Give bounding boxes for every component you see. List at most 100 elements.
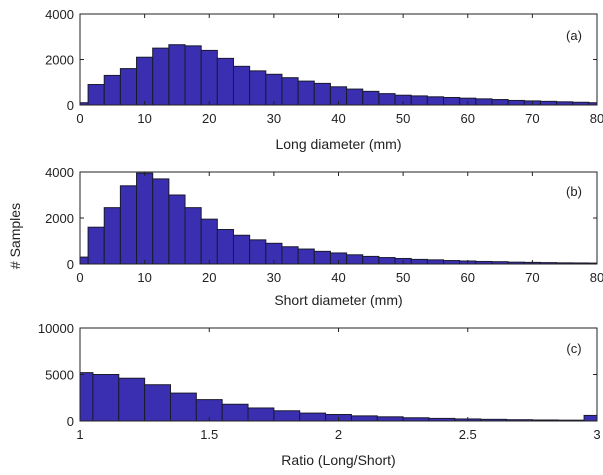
histogram-bar bbox=[281, 77, 299, 105]
x-tick-label: 0 bbox=[76, 270, 83, 285]
histogram-bar bbox=[297, 248, 315, 264]
histogram-bar bbox=[313, 250, 331, 264]
x-tick-label: 20 bbox=[202, 111, 216, 126]
histogram-bar bbox=[539, 100, 558, 105]
histogram-bar bbox=[184, 207, 202, 264]
shared-y-axis-label: # Samples bbox=[7, 203, 23, 269]
histogram-bar bbox=[221, 403, 249, 421]
x-axis-label: Short diameter (mm) bbox=[274, 292, 402, 308]
y-tick-label: 4000 bbox=[45, 165, 74, 180]
x-tick-label: 3 bbox=[593, 427, 600, 442]
panel-label: (a) bbox=[566, 28, 582, 43]
histogram-bar bbox=[136, 56, 154, 105]
histogram-bar bbox=[249, 239, 267, 264]
x-tick-label: 1.5 bbox=[200, 427, 218, 442]
y-tick-label: 4000 bbox=[45, 7, 74, 22]
histogram-bar bbox=[200, 49, 218, 105]
histogram-bar bbox=[426, 96, 445, 105]
x-tick-label: 1 bbox=[76, 427, 83, 442]
histogram-bar bbox=[297, 80, 315, 105]
histogram-bar bbox=[168, 44, 186, 105]
histogram-bar bbox=[87, 226, 105, 264]
histogram-bar bbox=[247, 407, 275, 421]
x-tick-label: 10 bbox=[137, 270, 151, 285]
histogram-bar bbox=[216, 229, 234, 264]
histogram-bar bbox=[376, 416, 404, 421]
x-tick-label: 30 bbox=[267, 111, 281, 126]
y-tick-label: 0 bbox=[67, 257, 74, 272]
histogram-bar bbox=[249, 70, 267, 105]
histogram-bar bbox=[443, 96, 461, 105]
histogram-bar bbox=[169, 392, 197, 421]
y-tick-label: 0 bbox=[67, 98, 74, 113]
histogram-bar bbox=[92, 374, 120, 421]
x-axis-label: Ratio (Long/Short) bbox=[281, 452, 395, 468]
histogram-bar bbox=[87, 84, 105, 105]
histogram-bar bbox=[184, 45, 202, 105]
histogram-bar bbox=[475, 98, 493, 105]
panel-a-long-diameter: 0 10 20 30 40 50 60 70 80 0 2000 4000 Long diameter … bbox=[45, 7, 603, 152]
histogram-bar bbox=[152, 178, 170, 264]
histogram-bar bbox=[346, 88, 364, 105]
histogram-bar bbox=[350, 415, 378, 421]
x-tick-label: 70 bbox=[525, 111, 539, 126]
histogram-bar bbox=[583, 414, 597, 421]
histogram-bar bbox=[426, 259, 445, 264]
panel-label: (c) bbox=[566, 341, 581, 356]
bars-group bbox=[80, 372, 597, 421]
histogram-bar bbox=[410, 258, 428, 264]
histogram-bar bbox=[378, 93, 396, 105]
histogram-bar bbox=[281, 246, 299, 264]
panel-label: (b) bbox=[566, 184, 582, 199]
x-tick-label: 20 bbox=[202, 270, 216, 285]
histogram-bar bbox=[491, 99, 509, 105]
histogram-bar bbox=[168, 194, 186, 264]
histogram-bar bbox=[136, 172, 154, 264]
histogram-bar bbox=[378, 257, 396, 264]
histogram-bar bbox=[103, 207, 121, 264]
x-tick-label: 70 bbox=[525, 270, 539, 285]
x-tick-label: 30 bbox=[267, 270, 281, 285]
histogram-bar bbox=[152, 47, 170, 105]
x-tick-label: 60 bbox=[461, 111, 475, 126]
y-tick-label: 0 bbox=[67, 414, 74, 429]
x-tick-label: 40 bbox=[331, 111, 345, 126]
histogram-bar bbox=[362, 90, 380, 105]
histogram-bar bbox=[265, 73, 283, 105]
histogram-bar bbox=[507, 99, 525, 105]
x-axis-label: Long diameter (mm) bbox=[275, 136, 401, 152]
panel-b-short-diameter: 0 10 20 30 40 50 60 70 80 0 2000 4000 Short diameter… bbox=[45, 165, 603, 308]
histogram-bar bbox=[232, 65, 251, 105]
histogram-bar bbox=[119, 68, 138, 105]
y-tick-label: 5000 bbox=[45, 368, 74, 383]
x-tick-label: 50 bbox=[396, 270, 410, 285]
x-tick-label: 40 bbox=[331, 270, 345, 285]
y-tick-label: 2000 bbox=[45, 53, 74, 68]
histogram-bar bbox=[362, 255, 380, 264]
histogram-bar bbox=[118, 377, 146, 421]
y-tick-label: 2000 bbox=[45, 211, 74, 226]
histogram-bar bbox=[119, 185, 138, 264]
x-tick-label: 10 bbox=[137, 111, 151, 126]
x-tick-label: 2.5 bbox=[459, 427, 477, 442]
x-tick-label: 0 bbox=[76, 111, 83, 126]
histogram-bar bbox=[410, 95, 428, 105]
histogram-bar bbox=[216, 57, 234, 105]
x-tick-label: 60 bbox=[461, 270, 475, 285]
y-tick-label: 10000 bbox=[38, 321, 74, 336]
x-tick-label: 80 bbox=[590, 270, 603, 285]
bars-group bbox=[80, 172, 597, 264]
histogram-bar bbox=[443, 260, 461, 264]
panel-c-ratio: 1 1.5 2 2.5 3 0 5000 10000 Ratio (Long/Short) (c) bbox=[38, 321, 601, 468]
bars-group bbox=[80, 44, 597, 105]
histogram-bar bbox=[144, 384, 171, 421]
histogram-bar bbox=[346, 254, 364, 264]
histogram-bar bbox=[232, 234, 251, 264]
histogram-bar bbox=[299, 412, 327, 421]
histogram-bar bbox=[273, 410, 301, 421]
x-tick-label: 2 bbox=[335, 427, 342, 442]
x-tick-label: 80 bbox=[590, 111, 603, 126]
histogram-bar bbox=[103, 74, 121, 105]
